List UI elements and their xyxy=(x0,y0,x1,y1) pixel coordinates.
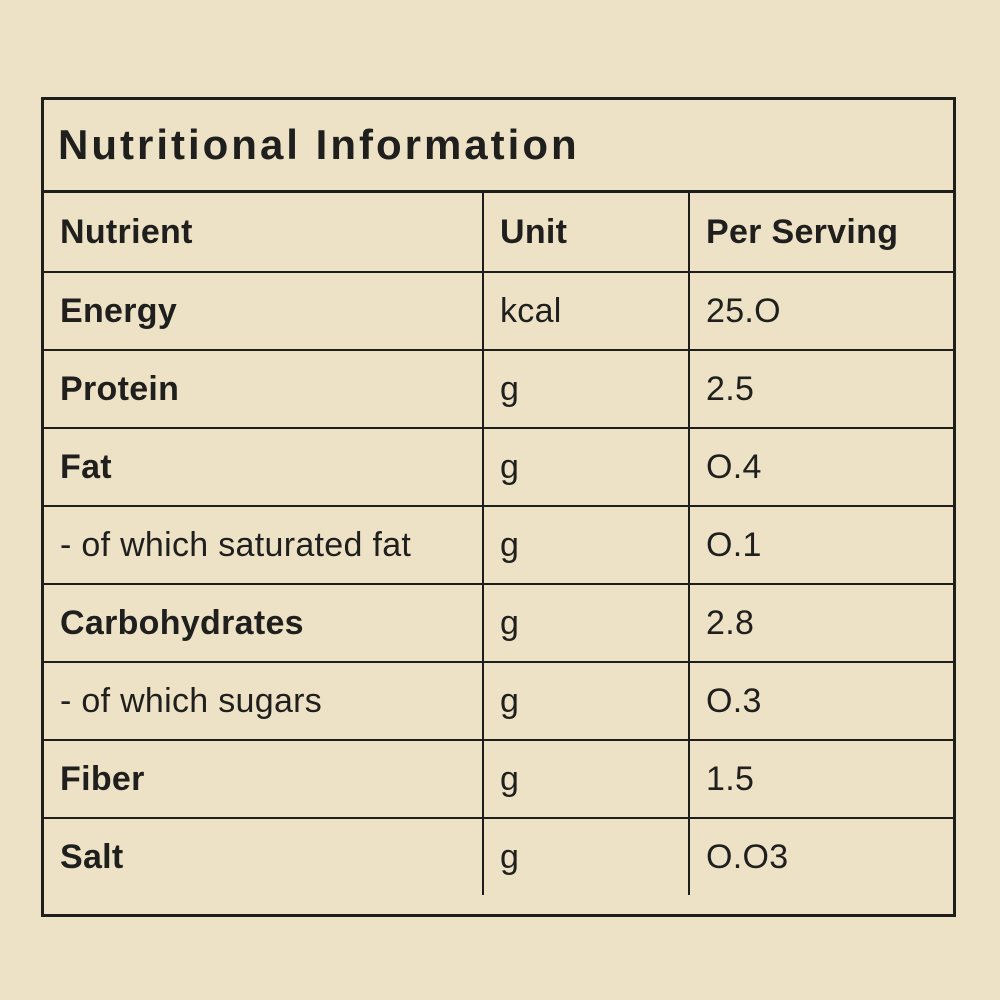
table-row: Protein g 2.5 xyxy=(44,349,953,427)
nutrient-name-cell: Energy xyxy=(44,273,484,349)
table-header-row: Nutrient Unit Per Serving xyxy=(44,193,953,271)
per-serving-value-cell: O.1 xyxy=(706,525,762,564)
column-header-unit: Unit xyxy=(484,193,690,271)
nutrition-table: Nutritional Information Nutrient Unit Pe… xyxy=(41,97,956,917)
table-row: Fiber g 1.5 xyxy=(44,739,953,817)
nutrient-name-cell: - of which saturated fat xyxy=(44,507,484,583)
unit-cell: g xyxy=(484,819,690,895)
table-title: Nutritional Information xyxy=(58,121,580,168)
unit-cell: g xyxy=(484,585,690,661)
per-serving-value-cell: O.O3 xyxy=(706,837,789,876)
per-serving-value-cell: 25.O xyxy=(706,291,781,330)
column-header-per-serving: Per Serving xyxy=(706,212,899,251)
unit-cell: g xyxy=(484,351,690,427)
table-row: Energy kcal 25.O xyxy=(44,271,953,349)
table-row: Fat g O.4 xyxy=(44,427,953,505)
table-row: Carbohydrates g 2.8 xyxy=(44,583,953,661)
per-serving-value-cell: O.3 xyxy=(706,681,762,720)
table-row: - of which sugars g O.3 xyxy=(44,661,953,739)
unit-cell: g xyxy=(484,741,690,817)
unit-cell: g xyxy=(484,663,690,739)
column-header-nutrient: Nutrient xyxy=(44,193,484,271)
nutrient-name-cell: Fiber xyxy=(44,741,484,817)
per-serving-value-cell: 2.8 xyxy=(706,603,755,642)
per-serving-value-cell: O.4 xyxy=(706,447,762,486)
nutrient-name-cell: Fat xyxy=(44,429,484,505)
per-serving-value-cell: 2.5 xyxy=(706,369,755,408)
table-title-row: Nutritional Information xyxy=(44,100,953,193)
nutrient-name-cell: Carbohydrates xyxy=(44,585,484,661)
per-serving-value-cell: 1.5 xyxy=(706,759,755,798)
table-row: - of which saturated fat g O.1 xyxy=(44,505,953,583)
nutrient-name-cell: - of which sugars xyxy=(44,663,484,739)
nutrient-name-cell: Protein xyxy=(44,351,484,427)
unit-cell: g xyxy=(484,429,690,505)
nutrient-name-cell: Salt xyxy=(44,819,484,895)
table-row: Salt g O.O3 xyxy=(44,817,953,895)
unit-cell: g xyxy=(484,507,690,583)
unit-cell: kcal xyxy=(484,273,690,349)
